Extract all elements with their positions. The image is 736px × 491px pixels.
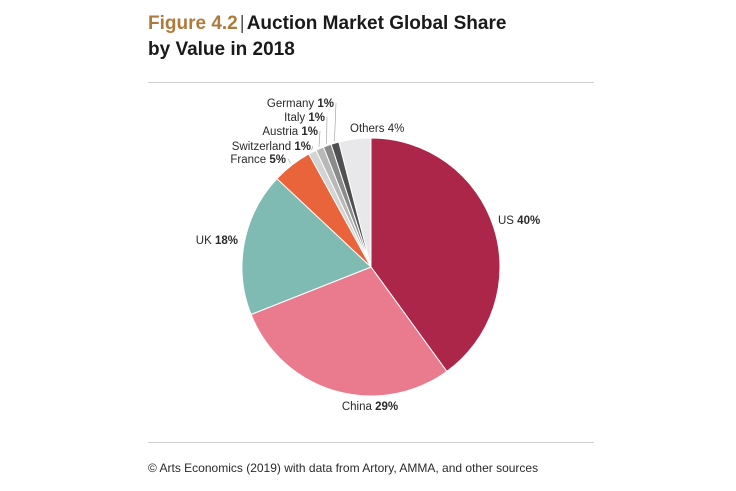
label-value: 18% xyxy=(215,235,238,247)
figure-label: Figure 4.2 xyxy=(148,13,238,34)
label-us: US 40% xyxy=(498,215,540,227)
slice-us xyxy=(370,137,501,373)
label-germany: Germany 1% xyxy=(267,98,334,110)
label-uk: UK 18% xyxy=(196,235,238,247)
label-switzerland: Switzerland 1% xyxy=(232,141,311,153)
label-value: 29% xyxy=(375,401,398,413)
slice-labels: US 40% China 29% UK 18% France 5%Switzerlan… xyxy=(196,98,540,413)
leader-germany xyxy=(334,102,337,142)
label-france: France 5% xyxy=(230,154,286,166)
label-value: 5% xyxy=(269,154,286,166)
label-name: UK xyxy=(196,235,215,247)
title-line-2: by Value in 2018 xyxy=(148,39,295,60)
label-china: China 29% xyxy=(342,401,398,413)
label-name: US xyxy=(498,215,517,227)
bottom-divider xyxy=(148,442,594,443)
label-leaders xyxy=(287,102,337,164)
leader-austria xyxy=(318,130,321,147)
chart-title: Figure 4.2 | Auction Market Global Share b… xyxy=(148,11,506,63)
label-value: 1% xyxy=(317,98,334,110)
label-value: 4% xyxy=(388,123,405,135)
source-note: © Arts Economics (2019) with data from A… xyxy=(148,461,539,475)
leader-france xyxy=(287,158,291,164)
label-value: 1% xyxy=(294,141,311,153)
label-name: China xyxy=(342,401,375,413)
label-value: 40% xyxy=(517,215,540,227)
pie-slices xyxy=(241,137,501,397)
title-separator: | xyxy=(239,13,245,34)
leader-switzerland xyxy=(311,145,314,151)
slice-uk xyxy=(241,177,372,316)
label-name: Italy xyxy=(284,112,308,124)
label-value: 1% xyxy=(308,112,325,124)
title-text: Auction Market Global Share xyxy=(246,13,507,34)
label-italy: Italy 1% xyxy=(284,112,325,124)
title-line-1: Figure 4.2 | Auction Market Global Share xyxy=(148,11,506,37)
label-name: Others xyxy=(350,123,388,135)
label-value: 1% xyxy=(301,126,318,138)
label-others: Others 4% xyxy=(350,123,404,135)
label-name: Switzerland xyxy=(232,141,295,153)
top-divider xyxy=(148,82,594,83)
label-name: Germany xyxy=(267,98,318,110)
label-name: Austria xyxy=(262,126,301,138)
label-austria: Austria 1% xyxy=(262,126,318,138)
slice-china xyxy=(250,266,448,397)
slice-others xyxy=(338,137,372,268)
label-name: France xyxy=(230,154,269,166)
